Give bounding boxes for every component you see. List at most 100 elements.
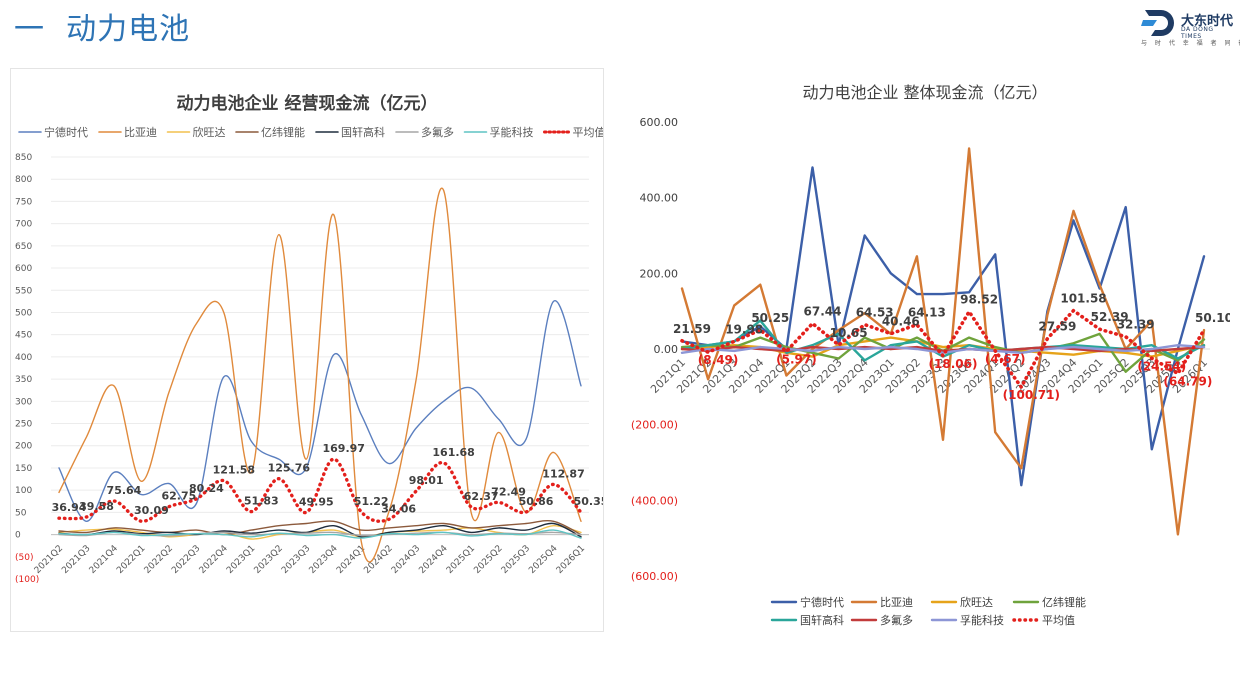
data-label: 75.64: [107, 484, 142, 497]
series-line-0: [58, 300, 582, 523]
legend-label-0: 宁德时代: [44, 125, 88, 139]
data-label: 112.87: [542, 467, 584, 480]
overall-cashflow-svg: 动力电池企业 整体现金流（亿元） (600.00) (400.00) (200.00)…: [631, 83, 1233, 627]
data-label: 64.13: [908, 306, 946, 320]
series-line-1: [680, 147, 1206, 536]
logo-mark-icon: [1141, 10, 1174, 36]
data-label: 62.37: [464, 490, 499, 503]
data-label: 32.39: [1117, 318, 1155, 332]
y-tick-label: 150: [15, 464, 32, 474]
legend-label-2: 欣旺达: [193, 125, 226, 139]
legend-label-4: 国轩高科: [800, 613, 844, 627]
data-label: 80.24: [189, 482, 224, 495]
x-tick-label: 2022Q2: [143, 544, 175, 576]
data-label: (18.06): [929, 357, 978, 371]
series-line-7: [680, 308, 1206, 389]
y-tick-label: 500: [15, 308, 32, 318]
y-tick-label: 50: [15, 508, 27, 518]
data-label: 125.76: [268, 462, 311, 475]
x-tick-label: 2021Q3: [60, 544, 92, 576]
data-label: 98.52: [960, 293, 998, 307]
series-line-2: [58, 524, 582, 540]
y-tick-label: 800: [15, 175, 32, 185]
y-tick-label: 700: [15, 220, 32, 230]
data-label: 50.86: [519, 495, 554, 508]
legend-label-4: 国轩高科: [341, 125, 385, 139]
data-label: 50.35: [574, 495, 603, 508]
y-tick-label: 200: [15, 442, 32, 452]
series-line-4: [58, 522, 582, 538]
data-label: (100.71): [1003, 388, 1060, 402]
legend-label-5: 多氟多: [880, 613, 913, 627]
y-tick-label: 400: [15, 353, 32, 363]
x-tick-label: 2022Q3: [170, 544, 202, 576]
company-logo: 大东时代 DA DONG TIMES 与 时 代 幸 福 者 同 行: [1141, 4, 1240, 48]
y-tick-label: 750: [15, 197, 32, 207]
y-tick-label: 350: [15, 375, 32, 385]
data-label: (24.54): [1137, 359, 1186, 373]
data-label: 30.09: [134, 504, 169, 517]
y-tick-label: 550: [15, 286, 32, 296]
data-label: 62.75: [161, 490, 196, 503]
data-label: 10.65: [830, 326, 868, 340]
data-label: (8.49): [698, 353, 739, 367]
x-axis: 2021Q22021Q32021Q42022Q12022Q22022Q32022…: [33, 543, 587, 576]
data-label: (4.67): [985, 352, 1026, 366]
data-label: 27.59: [1038, 320, 1076, 334]
legend-label-3: 亿纬锂能: [261, 125, 305, 139]
legend-label-0: 宁德时代: [800, 595, 844, 609]
data-label: 67.44: [804, 304, 842, 318]
section-title: 动力电池: [66, 12, 191, 47]
overall-cashflow-chart: 动力电池企业 整体现金流（亿元） (600.00) (400.00) (200.00)…: [620, 68, 1233, 638]
x-tick-label: 2025Q2: [472, 544, 504, 576]
series-line-3: [58, 520, 582, 536]
logo-slogan: 与 时 代 幸 福 者 同 行: [1141, 40, 1240, 47]
data-label: (64.79): [1163, 375, 1212, 389]
data-label: 21.59: [673, 322, 711, 336]
series-line-7: [57, 457, 583, 523]
y-tick-label: (400.00): [631, 494, 678, 507]
data-label: 50.25: [751, 311, 789, 325]
y-tick-label: 200.00: [640, 267, 679, 280]
page-title: 一 动力电池: [14, 4, 190, 48]
y-tick-label: 650: [15, 242, 32, 252]
y-tick-label: 250: [15, 420, 32, 430]
x-tick-label: 2024Q3: [390, 544, 422, 576]
data-label: 64.53: [856, 306, 894, 320]
data-label: 34.06: [381, 502, 416, 515]
data-label: 51.22: [354, 495, 389, 508]
data-label: 51.83: [244, 495, 279, 508]
legend-label-6: 孚能科技: [960, 613, 1004, 627]
y-axis: (100) (50) 0 50 100 150 200 250 300 350 400 450 500 5…: [15, 153, 589, 585]
data-label: 161.68: [432, 446, 474, 459]
x-tick-label: 2025Q4: [527, 543, 560, 576]
x-tick-label: 2025Q3: [500, 544, 532, 576]
legend-label-1: 比亚迪: [880, 596, 913, 609]
chart-title: 动力电池企业 经营现金流（亿元）: [177, 93, 438, 114]
series-line-0: [680, 166, 1206, 487]
y-tick-label: (50): [15, 553, 33, 563]
y-tick-label: (200.00): [631, 419, 678, 432]
data-label: 40.46: [882, 315, 920, 329]
data-label: 36.94: [52, 501, 87, 514]
legend-label-1: 比亚迪: [124, 126, 157, 139]
x-tick-label: 2022Q1: [115, 544, 147, 576]
x-tick-label: 2023Q3: [280, 544, 312, 576]
x-tick-label: 2021Q4: [88, 543, 121, 576]
y-tick-label: 100: [15, 486, 32, 496]
logo-subtitle: DA DONG TIMES: [1181, 26, 1214, 40]
y-tick-label: 300: [15, 397, 32, 407]
data-label: 101.58: [1060, 292, 1106, 306]
data-label: 121.58: [213, 464, 255, 477]
data-label: 19.98: [725, 322, 763, 336]
legend-label-7: 平均值: [1042, 614, 1075, 627]
x-tick-label: 2025Q1: [445, 544, 477, 576]
x-tick-label: 2023Q4: [308, 543, 341, 576]
x-tick-label: 2026Q1: [555, 544, 587, 576]
legend-label-7: 平均值: [573, 126, 604, 139]
y-tick-label: 400.00: [640, 192, 679, 205]
x-tick-label: 2022Q4: [198, 543, 231, 576]
